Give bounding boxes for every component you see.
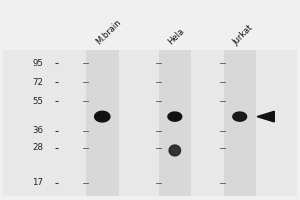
Bar [224,50,256,196]
Text: M.brain: M.brain [94,18,123,47]
Text: 28: 28 [32,143,43,152]
Text: 17: 17 [32,178,43,187]
Polygon shape [94,111,110,122]
Text: 95: 95 [32,59,43,68]
Bar [159,50,191,196]
Polygon shape [168,112,182,121]
Text: 55: 55 [32,97,43,106]
Polygon shape [169,145,181,156]
Polygon shape [257,111,274,122]
Polygon shape [233,112,247,121]
Text: 36: 36 [32,126,43,135]
Text: 72: 72 [32,78,43,87]
Bar [86,50,118,196]
Text: Jurkat: Jurkat [232,23,255,47]
Text: Hela: Hela [167,27,186,47]
